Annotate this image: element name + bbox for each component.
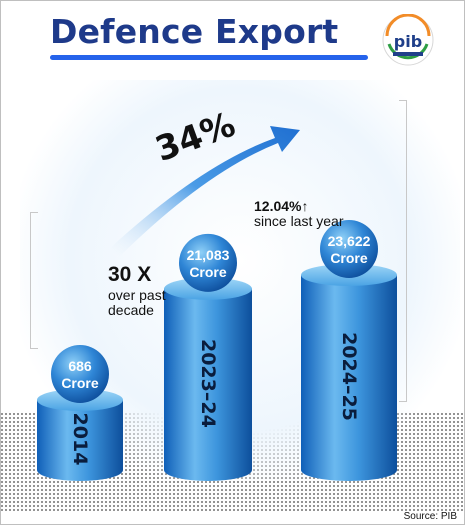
category-label: 2024–25 xyxy=(338,332,360,421)
bar-2024–25: 2024–25 xyxy=(301,264,397,481)
value-bubble-sphere xyxy=(320,220,378,278)
category-label: 2014 xyxy=(69,413,91,466)
right-bracket xyxy=(399,100,407,402)
yoy-note: since last year xyxy=(254,213,344,229)
yoy-change-value: 12.04% xyxy=(254,198,302,214)
cylinder-body xyxy=(301,275,397,481)
decade-multiple: 30 X xyxy=(108,263,152,286)
chart-title: Defence Export xyxy=(50,12,339,51)
value-bubble-sphere xyxy=(179,233,237,292)
decade-note: over past decade xyxy=(108,287,166,318)
value-bubble-sphere xyxy=(51,345,109,403)
source-note: Source: PIB xyxy=(403,511,457,522)
category-label: 2023–24 xyxy=(197,339,219,428)
yoy-change: 12.04%↑ xyxy=(254,199,364,214)
up-arrow-icon: ↑ xyxy=(301,198,309,214)
pib-logo: pib xyxy=(382,14,434,66)
title-underline xyxy=(50,55,368,60)
data-label: 23,622 Crore xyxy=(328,233,371,266)
value-bubble: 686 Crore xyxy=(51,345,109,403)
bar-2014: 2014 xyxy=(37,389,123,481)
data-label: 686 Crore xyxy=(61,358,99,391)
data-label: 21,083 Crore xyxy=(187,247,230,280)
growth-arrow xyxy=(108,126,300,258)
cylinder-body xyxy=(37,400,123,481)
value-bubble: 21,083 Crore xyxy=(179,233,237,292)
left-bracket xyxy=(30,212,38,349)
cylinder-body xyxy=(164,288,252,481)
value-bubble: 23,622 Crore xyxy=(320,220,378,278)
decade-annotation: 30 X over past decade xyxy=(108,262,198,318)
pib-logo-text: pib xyxy=(394,32,422,51)
yoy-annotation: 12.04%↑ since last year xyxy=(254,199,364,229)
